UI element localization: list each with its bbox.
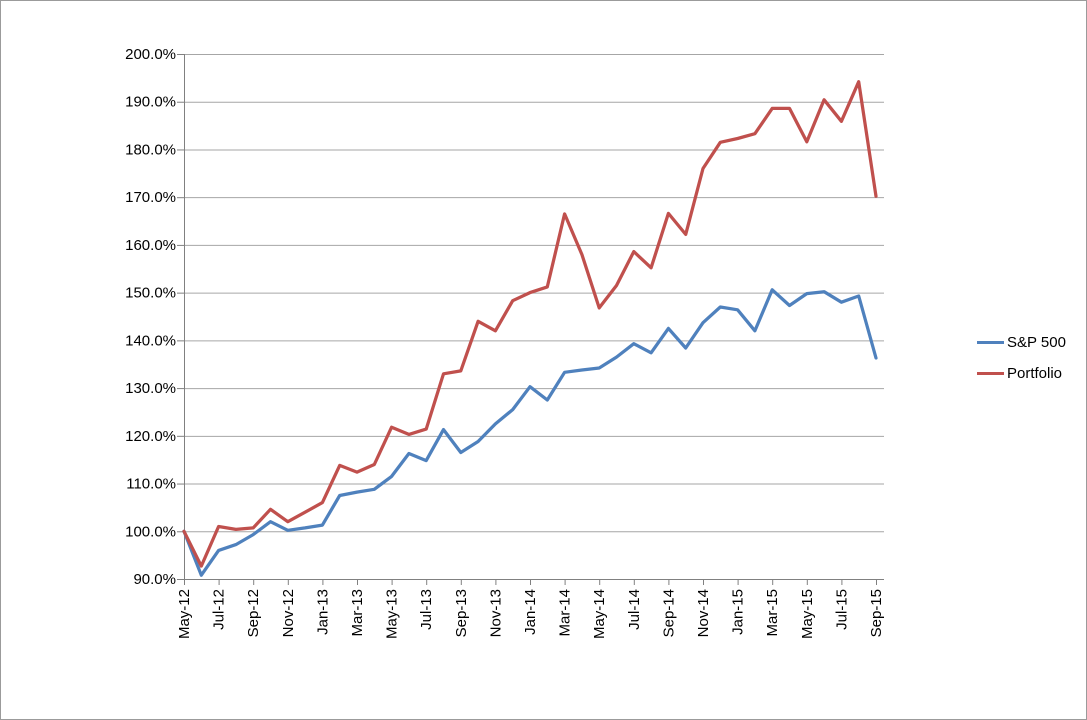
legend-label-portfolio: Portfolio <box>1007 365 1063 382</box>
x-axis-label: Mar-15 <box>764 589 781 637</box>
y-axis-label: 200.0% <box>125 46 176 63</box>
x-axis-label: Jul-12 <box>211 589 228 630</box>
y-axis-label: 180.0% <box>125 141 176 158</box>
y-axis-label: 130.0% <box>125 380 176 397</box>
x-axis-label: Sep-14 <box>660 589 677 637</box>
y-axis-label: 120.0% <box>125 428 176 445</box>
x-axis-label: Jan-13 <box>314 589 331 635</box>
y-axis-label: 100.0% <box>125 523 176 540</box>
x-axis-label: Sep-15 <box>868 589 885 637</box>
series-line-portfolio <box>182 80 878 568</box>
x-axis-label: May-14 <box>591 589 608 639</box>
y-axis-label: 140.0% <box>125 332 176 349</box>
x-axis-label: Jul-15 <box>833 589 850 630</box>
x-axis-label: Sep-12 <box>245 589 262 637</box>
x-axis-label: May-12 <box>176 589 193 639</box>
x-axis-label: May-13 <box>384 589 401 639</box>
portfolio-line-swatch <box>977 372 1004 375</box>
y-axis-label: 150.0% <box>125 285 176 302</box>
legend-item-sp500: S&P 500 <box>977 327 1066 358</box>
y-axis-label: 160.0% <box>125 237 176 254</box>
y-axis-label: 110.0% <box>126 476 176 493</box>
legend: S&P 500 Portfolio <box>977 327 1066 389</box>
x-axis-label: Sep-13 <box>453 589 470 637</box>
x-axis-label: Jan-14 <box>522 589 539 635</box>
y-axis-label: 90.0% <box>133 571 176 588</box>
x-axis-label: Jul-14 <box>626 589 643 630</box>
series-line-sp500 <box>182 288 878 577</box>
x-axis-label: Mar-13 <box>349 589 366 637</box>
x-axis-label: Nov-14 <box>695 589 712 637</box>
legend-label-sp500: S&P 500 <box>1007 334 1066 351</box>
x-axis-label: Mar-14 <box>557 589 574 637</box>
x-axis-label: May-15 <box>799 589 816 639</box>
legend-item-portfolio: Portfolio <box>977 358 1066 389</box>
x-axis-label: Nov-12 <box>280 589 297 637</box>
y-axis-label: 170.0% <box>125 189 176 206</box>
x-axis-label: Nov-13 <box>487 589 504 637</box>
sp500-line-swatch <box>977 341 1004 344</box>
x-axis-label: Jul-13 <box>418 589 435 630</box>
y-axis-label: 190.0% <box>125 94 176 111</box>
x-axis-label: Jan-15 <box>730 589 747 635</box>
